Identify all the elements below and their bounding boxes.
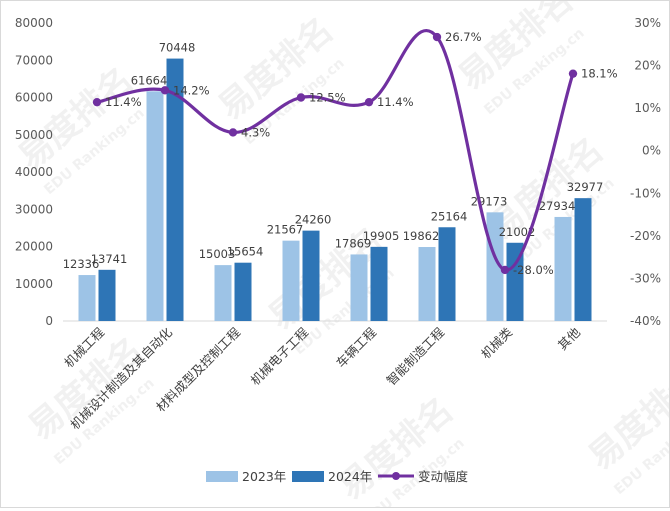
bar-value-label: 13741 <box>91 252 128 266</box>
bar-y2024 <box>302 230 320 321</box>
left-axis-tick-label: 50000 <box>15 128 53 142</box>
bar-value-label: 32977 <box>567 180 604 194</box>
category-label: 机械类 <box>478 324 515 361</box>
bar-y2023 <box>554 216 572 321</box>
left-axis-tick-label: 0 <box>45 314 53 328</box>
change-rate-label: 26.7% <box>445 30 482 44</box>
bar-value-label: 61664 <box>131 73 168 87</box>
change-rate-label: 14.2% <box>173 83 210 97</box>
change-rate-point <box>432 32 442 42</box>
bar-value-label: 21002 <box>499 225 536 239</box>
legend-label: 2024年 <box>328 469 372 484</box>
change-rate-label: 11.4% <box>105 95 142 109</box>
left-axis-tick-label: 60000 <box>15 91 53 105</box>
change-rate-label: 12.5% <box>309 91 346 105</box>
left-axis-tick-label: 30000 <box>15 202 53 216</box>
right-axis-tick-label: -40% <box>630 314 661 328</box>
left-axis-tick-label: 40000 <box>15 165 53 179</box>
bar-y2023 <box>214 265 232 321</box>
bar-value-label: 24260 <box>295 213 332 227</box>
bar-y2024 <box>506 242 524 321</box>
right-axis-tick-label: 0% <box>642 144 661 158</box>
bar-y2023 <box>350 254 368 321</box>
left-axis-tick-label: 20000 <box>15 240 53 254</box>
category-label: 其他 <box>555 324 584 353</box>
left-axis: 0 10000 20000 30000 40000 50000 60000 70000 8000… <box>15 16 53 328</box>
bar-y2023 <box>418 247 436 321</box>
right-axis-tick-label: -10% <box>630 186 661 200</box>
bar-y2023 <box>282 240 300 321</box>
bar-value-label: 25164 <box>431 209 468 223</box>
bar-y2024 <box>98 269 116 321</box>
right-axis-tick-label: 10% <box>634 101 661 115</box>
legend-label: 2023年 <box>242 469 286 484</box>
bar-value-label: 19862 <box>403 229 440 243</box>
bar-value-label: 12336 <box>63 257 100 271</box>
change-rate-point <box>500 265 510 275</box>
category-label: 智能制造工程 <box>383 324 447 388</box>
change-rate-point <box>296 93 306 102</box>
change-rate-label: 4.3% <box>241 125 270 139</box>
right-axis-tick-label: -30% <box>630 271 661 285</box>
bar-value-label: 27934 <box>539 199 576 213</box>
legend-swatch-marker <box>392 472 400 480</box>
right-axis-tick-label: 20% <box>634 59 661 73</box>
legend: 2023年 2024年 变动幅度 <box>206 469 469 484</box>
change-rate-point <box>568 69 578 78</box>
change-rate-point <box>364 97 374 107</box>
bar-y2024 <box>370 246 388 321</box>
right-axis-tick-label: -20% <box>630 229 661 243</box>
bar-value-label: 19905 <box>363 229 400 243</box>
bar-value-label: 70448 <box>159 41 196 55</box>
category-label: 车辆工程 <box>333 324 379 370</box>
change-rate-point <box>228 128 238 137</box>
bar-y2023 <box>486 212 504 321</box>
bars-layer <box>78 58 592 321</box>
left-axis-tick-label: 80000 <box>15 16 53 30</box>
bar-y2024 <box>438 227 456 321</box>
change-rate-point <box>160 86 170 95</box>
change-rate-label: -28.0% <box>513 263 554 277</box>
bar-value-label: 15654 <box>227 245 264 259</box>
left-axis-tick-label: 70000 <box>15 53 53 67</box>
bar-value-label: 29173 <box>471 194 508 208</box>
bar-y2023 <box>146 91 164 321</box>
bar-y2024 <box>574 198 592 321</box>
bar-value-label: 17869 <box>335 236 372 250</box>
line-layer: 11.4% 14.2% 4.3% 12.5% 11.4% 26.7% -28.0% 18.1% <box>92 29 618 277</box>
legend-swatch-bar <box>292 471 324 482</box>
bar-y2024 <box>234 262 252 321</box>
right-axis: -40% -30% -20% -10% 0% 10% 20% 30% <box>630 16 661 328</box>
legend-label: 变动幅度 <box>418 469 469 484</box>
legend-swatch-bar <box>206 471 238 482</box>
change-rate-label: 18.1% <box>581 67 618 81</box>
bar-y2024 <box>166 58 184 321</box>
change-rate-point <box>92 97 102 107</box>
bar-value-label: 21567 <box>267 223 304 237</box>
bar-value-label: 15003 <box>199 247 236 261</box>
bar-y2023 <box>78 275 96 321</box>
left-axis-tick-label: 10000 <box>15 277 53 291</box>
right-axis-tick-label: 30% <box>634 16 661 30</box>
change-rate-label: 11.4% <box>377 95 414 109</box>
